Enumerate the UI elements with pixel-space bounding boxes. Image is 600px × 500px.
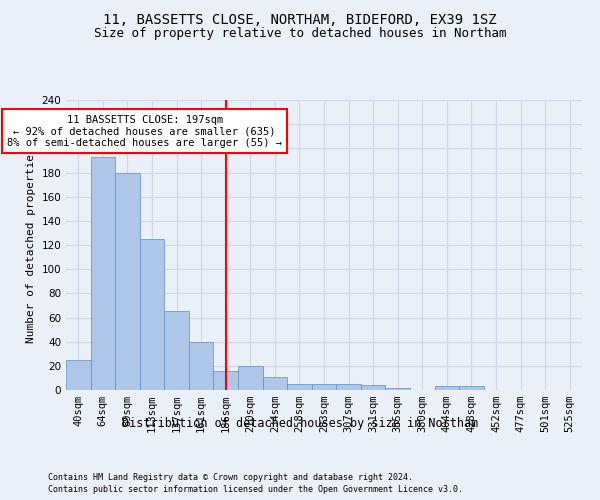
Bar — [459, 386, 484, 390]
Bar — [140, 239, 164, 390]
Bar — [263, 376, 287, 390]
Bar — [164, 312, 189, 390]
Bar — [361, 385, 385, 390]
Text: Distribution of detached houses by size in Northam: Distribution of detached houses by size … — [122, 418, 478, 430]
Text: Size of property relative to detached houses in Northam: Size of property relative to detached ho… — [94, 28, 506, 40]
Bar — [66, 360, 91, 390]
Y-axis label: Number of detached properties: Number of detached properties — [26, 147, 36, 343]
Text: 11 BASSETTS CLOSE: 197sqm
← 92% of detached houses are smaller (635)
8% of semi-: 11 BASSETTS CLOSE: 197sqm ← 92% of detac… — [7, 114, 282, 148]
Bar — [91, 157, 115, 390]
Bar — [115, 172, 140, 390]
Bar — [336, 384, 361, 390]
Text: Contains public sector information licensed under the Open Government Licence v3: Contains public sector information licen… — [48, 485, 463, 494]
Text: Contains HM Land Registry data © Crown copyright and database right 2024.: Contains HM Land Registry data © Crown c… — [48, 472, 413, 482]
Bar — [434, 386, 459, 390]
Bar — [214, 370, 238, 390]
Bar — [238, 366, 263, 390]
Bar — [189, 342, 214, 390]
Bar — [287, 384, 312, 390]
Bar — [312, 384, 336, 390]
Bar — [385, 388, 410, 390]
Text: 11, BASSETTS CLOSE, NORTHAM, BIDEFORD, EX39 1SZ: 11, BASSETTS CLOSE, NORTHAM, BIDEFORD, E… — [103, 12, 497, 26]
